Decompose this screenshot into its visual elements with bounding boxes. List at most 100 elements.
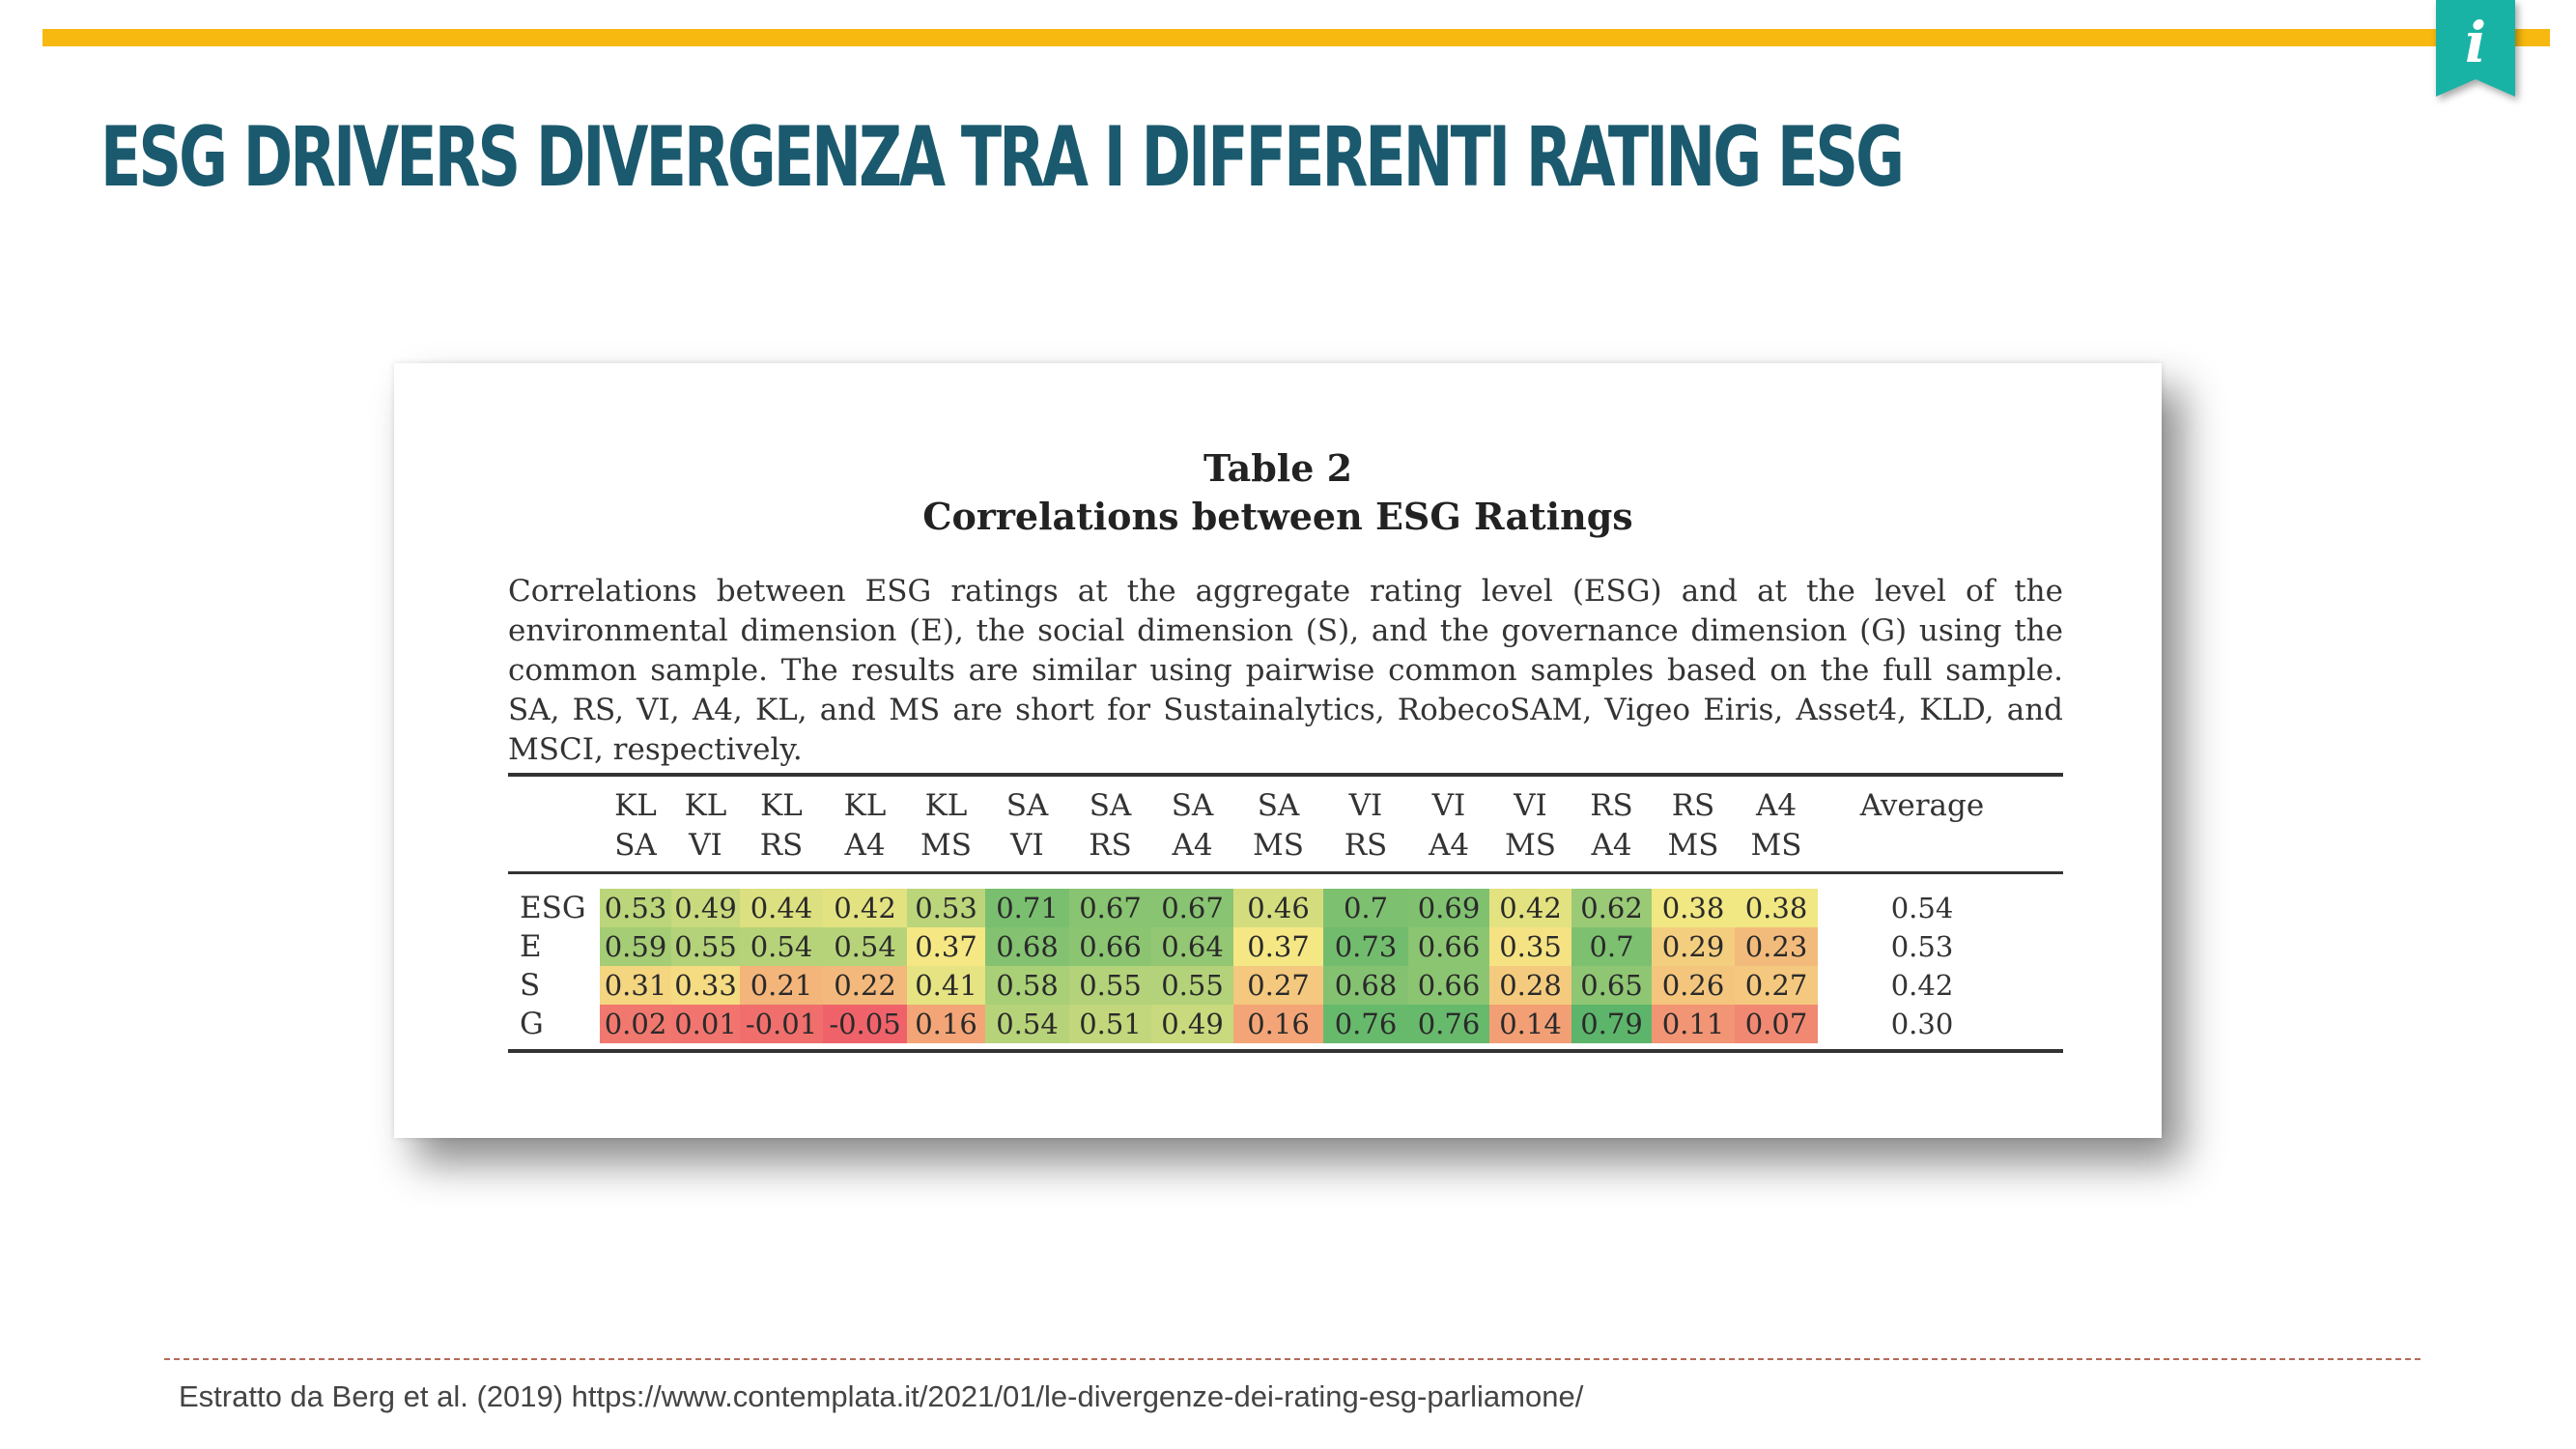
column-header: SA VI bbox=[985, 786, 1069, 866]
info-icon: i bbox=[2436, 0, 2515, 97]
correlation-cell: 0.67 bbox=[1069, 889, 1151, 927]
correlation-cell: 0.41 bbox=[907, 966, 985, 1005]
column-header: KL A4 bbox=[823, 786, 907, 866]
correlation-cell: 0.55 bbox=[1151, 966, 1233, 1005]
row-label: ESG bbox=[520, 891, 586, 925]
column-header-bottom: MS bbox=[1667, 828, 1719, 863]
table-subcaption: Correlations between ESG Ratings bbox=[922, 495, 1633, 538]
correlation-cell: 0.28 bbox=[1489, 966, 1571, 1005]
average-cell: 0.54 bbox=[1890, 892, 1954, 924]
column-header: RS A4 bbox=[1571, 786, 1652, 866]
correlation-cell: 0.53 bbox=[600, 889, 671, 927]
row-label: E bbox=[520, 929, 542, 964]
svg-text:i: i bbox=[2465, 10, 2486, 75]
correlation-cell: 0.66 bbox=[1408, 927, 1489, 966]
correlation-cell: 0.37 bbox=[1233, 927, 1323, 966]
correlation-cell: 0.29 bbox=[1652, 927, 1735, 966]
column-header-top: KL bbox=[760, 788, 803, 823]
correlation-cell: 0.38 bbox=[1735, 889, 1818, 927]
correlation-cell: 0.59 bbox=[600, 927, 671, 966]
correlation-cell: 0.67 bbox=[1151, 889, 1233, 927]
correlation-cell: 0.76 bbox=[1408, 1005, 1489, 1043]
column-header-top: SA bbox=[1171, 788, 1214, 823]
row-label: S bbox=[520, 968, 541, 1003]
table-description: Correlations between ESG ratings at the … bbox=[508, 574, 2063, 767]
table-header-rule bbox=[508, 871, 2063, 874]
correlation-cell: 0.58 bbox=[985, 966, 1069, 1005]
correlation-cell: 0.76 bbox=[1323, 1005, 1408, 1043]
column-header-bottom: SA bbox=[614, 828, 657, 863]
column-header-top: VI bbox=[1348, 788, 1383, 823]
column-header-top: KL bbox=[614, 788, 657, 823]
column-header-top: A4 bbox=[1755, 788, 1798, 823]
correlation-cell: 0.69 bbox=[1408, 889, 1489, 927]
correlation-cell: 0.38 bbox=[1652, 889, 1735, 927]
correlation-cell: 0.27 bbox=[1735, 966, 1818, 1005]
table-screenshot: Table 2 Correlations between ESG Ratings… bbox=[394, 363, 2162, 1138]
correlation-cell: 0.65 bbox=[1571, 966, 1652, 1005]
correlation-cell: 0.16 bbox=[907, 1005, 985, 1043]
info-badge[interactable]: i bbox=[2436, 0, 2515, 97]
correlation-cell: 0.53 bbox=[907, 889, 985, 927]
column-header-top: VI bbox=[1431, 788, 1466, 823]
correlation-cell: 0.02 bbox=[600, 1005, 671, 1043]
correlation-cell: 0.62 bbox=[1571, 889, 1652, 927]
column-header-bottom: A4 bbox=[844, 828, 886, 863]
column-header: VI A4 bbox=[1408, 786, 1489, 866]
column-header-bottom: MS bbox=[1505, 828, 1556, 863]
column-header: VI MS bbox=[1489, 786, 1571, 866]
correlation-cell: 0.54 bbox=[740, 927, 823, 966]
correlation-cell: 0.23 bbox=[1735, 927, 1818, 966]
correlation-cell: 0.35 bbox=[1489, 927, 1571, 966]
column-header-top: VI bbox=[1514, 788, 1547, 823]
correlation-cell: 0.49 bbox=[1151, 1005, 1233, 1043]
correlation-cell: 0.68 bbox=[1323, 966, 1408, 1005]
slide-title: ESG drivers divergenza tra i differenti … bbox=[100, 109, 1905, 206]
column-header-bottom: MS bbox=[1253, 828, 1304, 863]
correlation-cell: 0.49 bbox=[671, 889, 740, 927]
column-header-top: RS bbox=[1671, 788, 1715, 823]
correlation-cell: 0.27 bbox=[1233, 966, 1323, 1005]
correlation-cell: 0.21 bbox=[740, 966, 823, 1005]
correlation-cell: 0.73 bbox=[1323, 927, 1408, 966]
column-header: A4 MS bbox=[1735, 786, 1818, 866]
correlation-cell: 0.11 bbox=[1652, 1005, 1735, 1043]
average-cell: 0.42 bbox=[1890, 969, 1954, 1002]
column-header: RS MS bbox=[1652, 786, 1735, 866]
footer-divider bbox=[164, 1358, 2420, 1360]
correlation-cell: 0.7 bbox=[1571, 927, 1652, 966]
column-header-top: KL bbox=[843, 788, 887, 823]
correlation-cell: 0.54 bbox=[985, 1005, 1069, 1043]
column-header-bottom: RS bbox=[759, 828, 804, 863]
column-header-bottom: A4 bbox=[1591, 828, 1632, 863]
column-header: KL SA bbox=[600, 786, 671, 866]
table-top-rule bbox=[508, 773, 2063, 777]
correlation-cell: 0.79 bbox=[1571, 1005, 1652, 1043]
correlation-cell: 0.64 bbox=[1151, 927, 1233, 966]
column-header-bottom: RS bbox=[1089, 828, 1132, 863]
column-header-top: RS bbox=[1590, 788, 1633, 823]
correlation-cell: 0.01 bbox=[671, 1005, 740, 1043]
column-header-bottom: VI bbox=[689, 828, 722, 863]
correlation-cell: 0.37 bbox=[907, 927, 985, 966]
correlation-cell: -0.01 bbox=[740, 1005, 823, 1043]
correlation-cell: 0.71 bbox=[985, 889, 1069, 927]
correlation-cell: 0.22 bbox=[823, 966, 907, 1005]
correlation-cell: 0.14 bbox=[1489, 1005, 1571, 1043]
correlation-cell: 0.46 bbox=[1233, 889, 1323, 927]
column-header-bottom: RS bbox=[1344, 828, 1388, 863]
column-header: SA A4 bbox=[1151, 786, 1233, 866]
average-cell: 0.30 bbox=[1890, 1008, 1954, 1040]
correlation-cell: 0.44 bbox=[740, 889, 823, 927]
average-header: Average bbox=[1859, 788, 1985, 823]
column-header: KL MS bbox=[907, 786, 985, 866]
correlation-cell: 0.68 bbox=[985, 927, 1069, 966]
correlation-cell: 0.51 bbox=[1069, 1005, 1151, 1043]
column-header-bottom: MS bbox=[1750, 828, 1802, 863]
column-header-top: SA bbox=[1257, 788, 1300, 823]
row-label: G bbox=[520, 1007, 544, 1041]
column-header-top: KL bbox=[684, 788, 727, 823]
average-cell: 0.53 bbox=[1890, 930, 1954, 963]
table-caption: Table 2 bbox=[1203, 446, 1353, 490]
column-header: KL VI bbox=[671, 786, 740, 866]
